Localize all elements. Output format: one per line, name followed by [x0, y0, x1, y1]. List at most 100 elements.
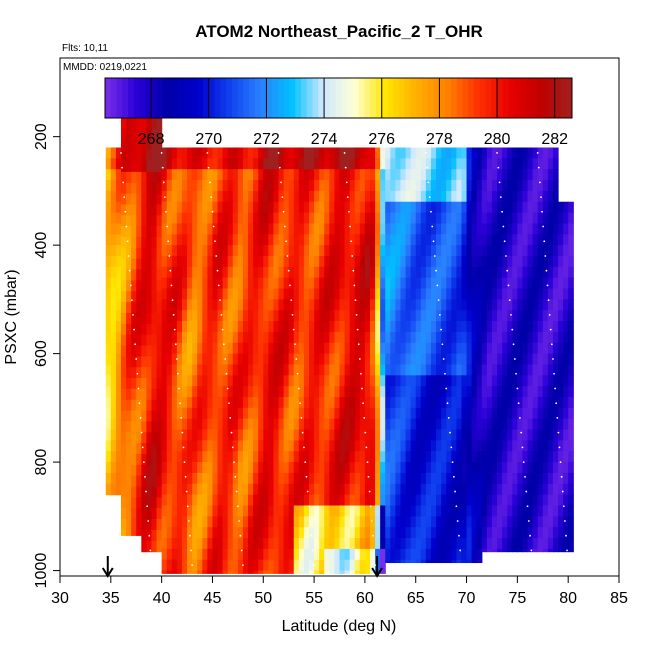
heatmap-cell: [187, 386, 193, 398]
heatmap-cell: [156, 443, 163, 455]
heatmap-cell: [207, 570, 214, 574]
heatmap-cell: [319, 288, 325, 300]
heatmap-cell: [278, 234, 285, 246]
heatmap-cell: [293, 180, 300, 192]
heatmap-cell: [385, 353, 391, 366]
flight-track-point: [191, 564, 194, 567]
heatmap-cell: [568, 288, 574, 300]
heatmap-cell: [319, 505, 325, 517]
heatmap-cell: [263, 375, 269, 387]
heatmap-cell: [324, 364, 330, 376]
heatmap-cell: [410, 266, 417, 279]
heatmap-cell: [517, 158, 524, 170]
heatmap-cell: [507, 288, 513, 300]
heatmap-cell: [446, 277, 452, 290]
flight-track-point: [177, 372, 179, 375]
heatmap-cell: [227, 516, 234, 528]
heatmap-cell: [329, 223, 336, 235]
heatmap-cell: [242, 212, 249, 225]
heatmap-cell: [512, 169, 518, 181]
heatmap-cell: [253, 386, 259, 398]
heatmap-cell: [502, 190, 508, 203]
heatmap-cell: [232, 353, 239, 366]
heatmap-cell: [364, 527, 371, 539]
heatmap-cell: [451, 255, 457, 268]
heatmap-cell: [507, 310, 513, 322]
heatmap-cell: [237, 266, 244, 279]
heatmap-cell: [552, 353, 559, 366]
heatmap-cell: [156, 497, 163, 509]
heatmap-cell: [415, 223, 422, 235]
heatmap-cell: [522, 440, 529, 452]
heatmap-cell: [105, 158, 112, 170]
heatmap-cell: [436, 505, 442, 517]
heatmap-cell: [334, 234, 341, 246]
heatmap-cell: [314, 201, 320, 214]
heatmap-cell: [242, 538, 249, 550]
heatmap-cell: [552, 462, 559, 474]
heatmap-cell: [288, 234, 295, 246]
heatmap-cell: [303, 212, 310, 225]
heatmap-cell: [395, 266, 402, 279]
heatmap-cell: [349, 375, 356, 387]
heatmap-cell: [324, 169, 330, 181]
heatmap-cell: [136, 128, 142, 140]
heatmap-cell: [273, 299, 280, 311]
heatmap-cell: [181, 418, 188, 431]
heatmap-cell: [319, 190, 325, 203]
heatmap-cell: [176, 190, 183, 203]
heatmap-cell: [522, 538, 529, 550]
heatmap-cell: [395, 462, 402, 474]
heatmap-cell: [425, 407, 432, 420]
heatmap-cell: [120, 323, 127, 336]
heatmap-cell: [309, 462, 315, 474]
heatmap-cell: [476, 180, 483, 192]
heatmap-cell: [466, 559, 473, 564]
heatmap-cell: [151, 453, 158, 466]
flight-track-point: [179, 402, 182, 405]
x-tick-label: 65: [407, 590, 425, 607]
heatmap-cell: [486, 147, 493, 159]
heatmap-cell: [517, 451, 524, 463]
heatmap-cell: [558, 548, 564, 553]
heatmap-cell: [339, 288, 346, 300]
heatmap-cell: [349, 255, 356, 268]
heatmap-cell: [192, 342, 198, 355]
heatmap-cell: [410, 429, 417, 441]
flight-track-point: [522, 461, 525, 463]
heatmap-cell: [222, 472, 229, 485]
heatmap-cell: [248, 548, 254, 561]
heatmap-cell: [502, 375, 508, 387]
heatmap-cell: [527, 397, 534, 409]
heatmap-cell: [441, 397, 447, 409]
heatmap-cell: [126, 161, 132, 173]
heatmap-cell: [436, 180, 442, 192]
heatmap-cell: [517, 255, 524, 268]
heatmap-cell: [405, 190, 412, 203]
heatmap-cell: [156, 432, 163, 444]
heatmap-cell: [502, 277, 508, 290]
heatmap-cell: [146, 486, 153, 498]
heatmap-cell: [283, 364, 290, 376]
heatmap-cell: [354, 494, 361, 507]
heatmap-cell: [115, 407, 122, 420]
colorbar-swatch: [133, 78, 141, 118]
heatmap-cell: [471, 440, 478, 452]
flight-track-point: [178, 387, 180, 390]
heatmap-cell: [537, 147, 544, 159]
heatmap-cell: [451, 321, 457, 333]
heatmap-cell: [232, 429, 239, 441]
heatmap-cell: [502, 147, 508, 159]
heatmap-cell: [471, 451, 478, 463]
heatmap-cell: [283, 472, 290, 485]
heatmap-cell: [197, 288, 203, 300]
heatmap-cell: [466, 483, 473, 496]
heatmap-cell: [410, 288, 417, 300]
heatmap-cell: [288, 245, 295, 257]
heatmap-cell: [202, 516, 208, 528]
heatmap-cell: [141, 117, 147, 130]
heatmap-cell: [151, 388, 158, 401]
down-arrow-marker: [101, 556, 114, 578]
flight-track-point: [161, 166, 164, 169]
heatmap-cell: [410, 494, 417, 507]
